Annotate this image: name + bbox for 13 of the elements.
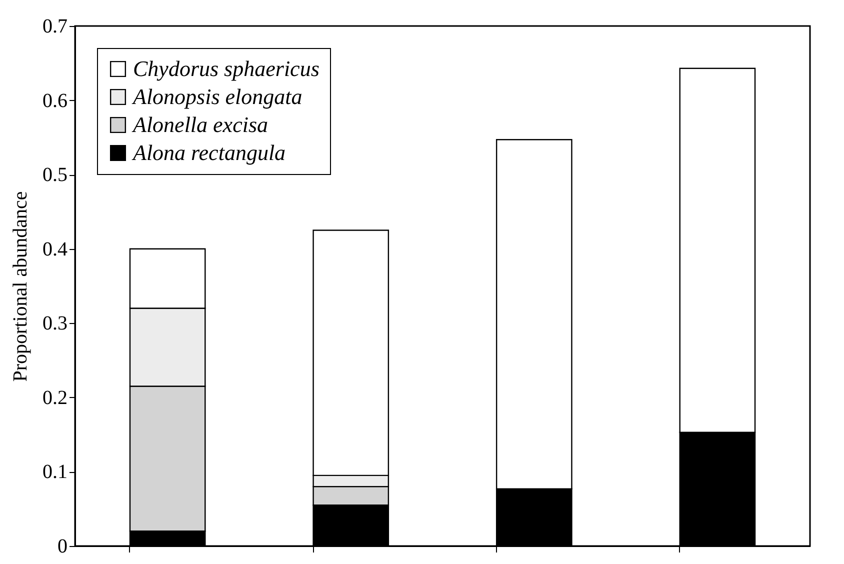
y-tick-label: 0.2 <box>42 386 68 409</box>
legend-label: Alonella excisa <box>131 112 268 137</box>
legend-label: Chydorus sphaericus <box>133 56 320 81</box>
legend-label: Alona rectangula <box>131 140 286 165</box>
y-tick-label: 0.4 <box>42 238 68 260</box>
y-tick-label: 0.7 <box>42 16 68 38</box>
legend-label: Alonopsis elongata <box>131 84 302 109</box>
y-tick-label: 0.3 <box>42 312 68 335</box>
y-tick-label: 0.1 <box>42 461 68 484</box>
y-tick-label: 0.6 <box>42 90 68 112</box>
y-tick-label: 0 <box>58 536 68 558</box>
y-tick-label: 0.5 <box>42 164 68 186</box>
y-axis-title: Proportional abundance <box>10 191 32 382</box>
